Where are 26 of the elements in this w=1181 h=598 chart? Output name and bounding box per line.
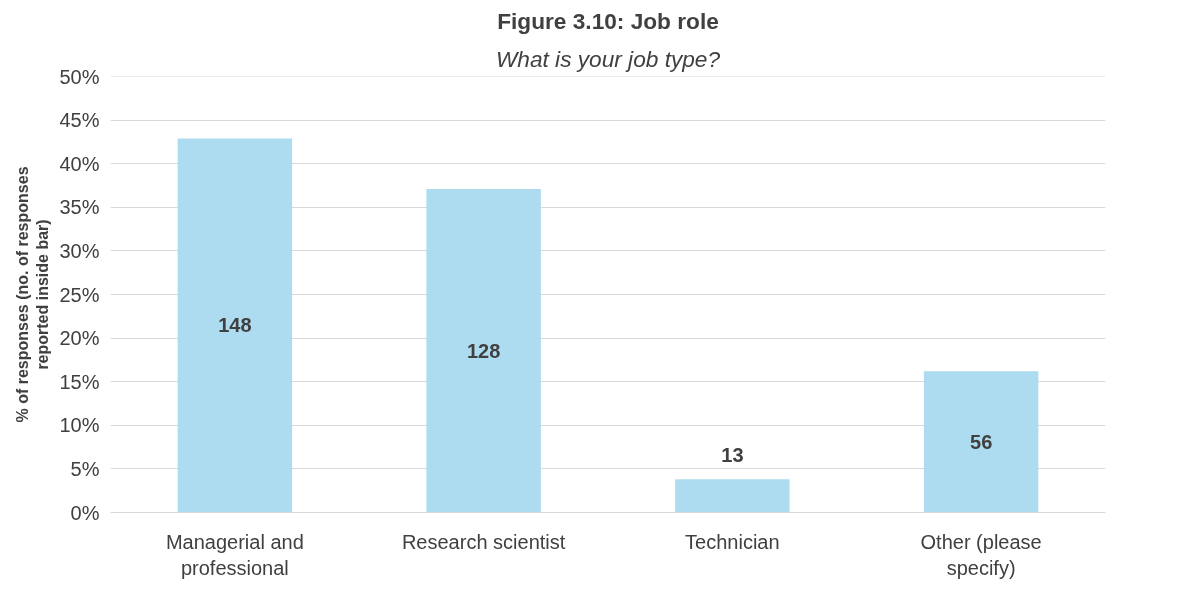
y-tick-label: 40% (59, 152, 100, 175)
y-tick-label: 25% (59, 283, 100, 306)
y-tick-label: 0% (70, 501, 100, 524)
x-tick-label: Managerial and professional (165, 530, 304, 579)
y-tick-label: 50% (59, 65, 100, 88)
y-tick-label: 35% (59, 196, 100, 219)
annotation: 13 (721, 444, 744, 467)
bar (426, 188, 541, 513)
x-tick-label: Other (please specify) (920, 530, 1042, 579)
bar (177, 138, 293, 513)
chart-title: Figure 3.10: Job role (497, 7, 719, 34)
bar (675, 479, 790, 513)
y-tick-label: 10% (59, 414, 100, 437)
y-axis-title: % of responses (no. of responses reported inside bar) (14, 166, 52, 423)
y-tick-label: 45% (59, 109, 100, 132)
annotation: 128 (466, 339, 501, 362)
bar (923, 371, 1039, 513)
annotation: 148 (218, 314, 252, 337)
y-tick-label: 30% (59, 239, 100, 262)
y-tick-label: 15% (59, 370, 100, 393)
x-tick-label: Technician (685, 530, 780, 553)
y-tick-label: 5% (70, 457, 100, 480)
x-tick-label: Research scientist (401, 530, 566, 553)
chart-subtitle: What is your job type? (495, 45, 721, 72)
annotation: 56 (970, 430, 993, 453)
y-tick-label: 20% (59, 327, 100, 350)
